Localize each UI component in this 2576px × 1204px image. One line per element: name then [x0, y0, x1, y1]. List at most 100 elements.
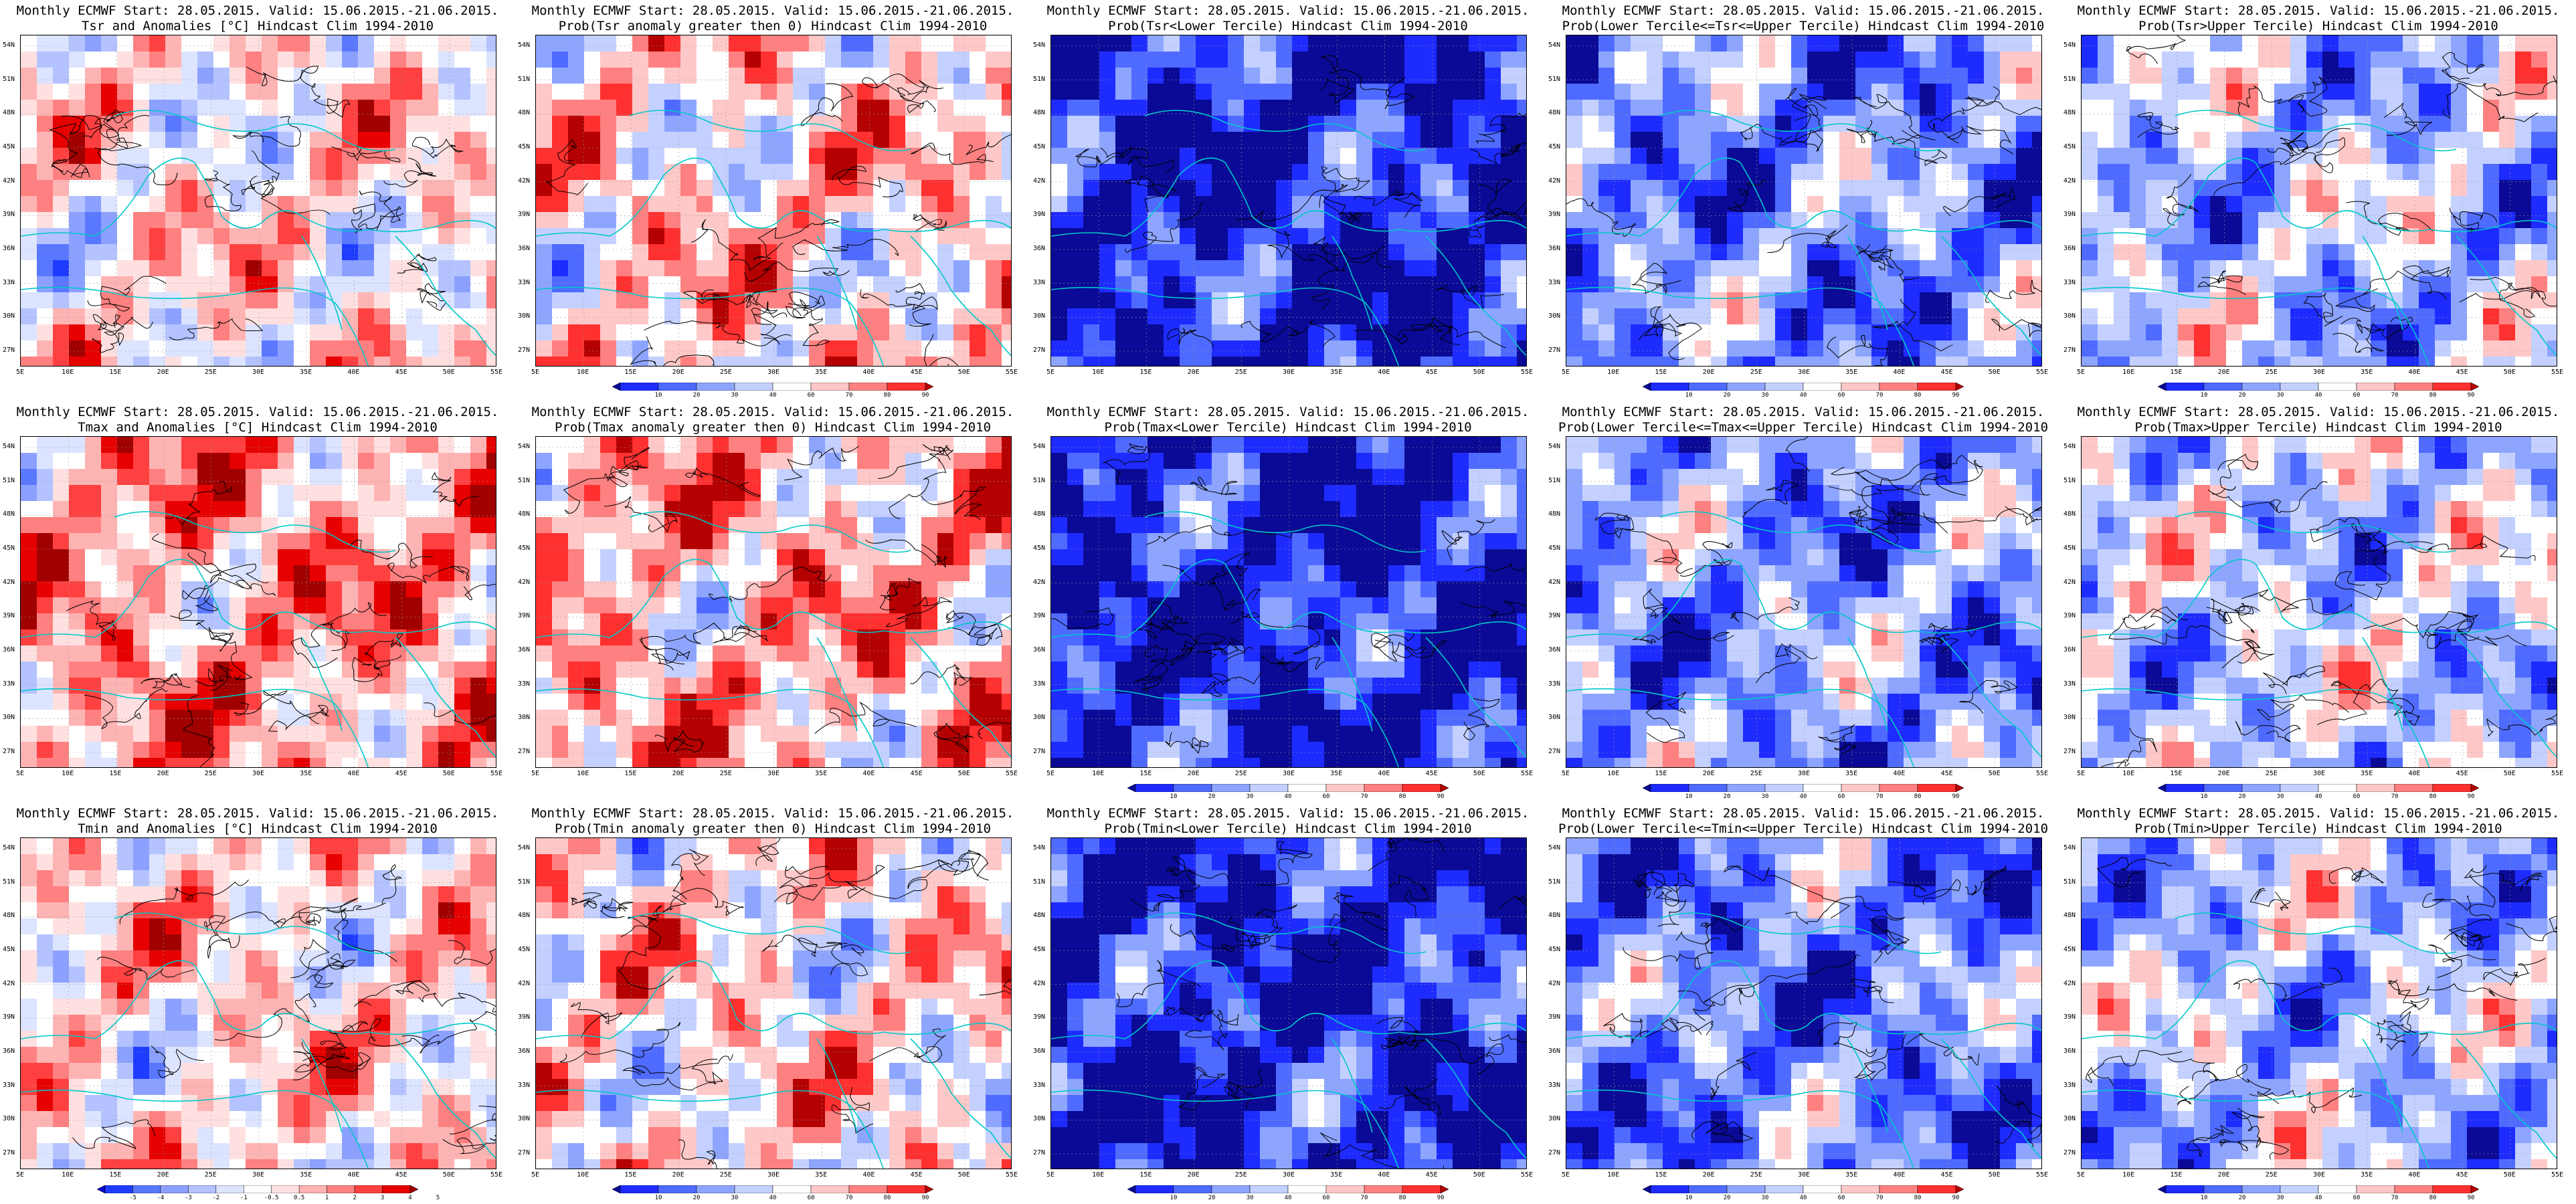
heatmap-cell	[2515, 308, 2532, 325]
heatmap-cell	[1775, 52, 1792, 68]
heatmap-cell	[1711, 164, 1728, 181]
heatmap-cell	[536, 437, 553, 454]
heatmap-cell	[1453, 228, 1469, 245]
heatmap-cell	[1115, 196, 1132, 213]
heatmap-cell	[1196, 164, 1212, 181]
heatmap-cell	[1711, 84, 1728, 100]
heatmap-cell	[2082, 116, 2098, 132]
heatmap-cell	[2016, 196, 2033, 213]
heatmap-cell	[262, 549, 278, 566]
heatmap-cell	[1968, 228, 1985, 245]
heatmap-cell	[53, 469, 70, 486]
heatmap-cell	[1324, 292, 1341, 309]
heatmap-cell	[2322, 68, 2339, 84]
heatmap-cell	[438, 164, 455, 181]
lat-tick-label: 48N	[1548, 109, 1561, 117]
heatmap-cell	[229, 597, 246, 614]
heatmap-cell	[1051, 324, 1068, 341]
heatmap-cell	[568, 196, 585, 213]
heatmap-cell	[1244, 180, 1261, 197]
heatmap-cell	[486, 581, 496, 598]
heatmap-cell	[2451, 132, 2468, 148]
heatmap-cell	[85, 758, 102, 767]
heatmap-cell	[1164, 164, 1180, 181]
heatmap-cell	[2114, 340, 2130, 357]
heatmap-cell	[616, 726, 633, 742]
heatmap-cell	[713, 694, 729, 710]
heatmap-cell	[358, 597, 375, 614]
heatmap-cell	[85, 148, 102, 165]
heatmap-cell	[2547, 100, 2557, 116]
heatmap-cell	[616, 340, 633, 357]
lat-tick-label: 39N	[3, 211, 15, 219]
heatmap-cell	[632, 244, 649, 261]
heatmap-cell	[1420, 357, 1437, 366]
lon-tick-label: 40E	[347, 369, 360, 376]
heatmap-cell	[1871, 196, 1888, 213]
heatmap-cell	[1002, 581, 1011, 598]
heatmap-cell	[294, 501, 310, 518]
heatmap-cell	[1679, 260, 1695, 277]
heatmap-cell	[921, 549, 938, 566]
heatmap-svg	[21, 437, 496, 767]
temperature-contour	[1477, 179, 1523, 221]
heatmap-cell	[358, 244, 375, 261]
heatmap-cell	[937, 180, 954, 197]
heatmap-cell	[1791, 148, 1808, 165]
heatmap-cell	[1759, 180, 1776, 197]
heatmap-cell	[680, 35, 697, 52]
heatmap-cell	[2130, 164, 2146, 181]
heatmap-cell	[53, 565, 70, 582]
heatmap-cell	[278, 276, 294, 293]
heatmap-cell	[1663, 244, 1679, 261]
heatmap-cell	[2000, 340, 2017, 357]
map-panel: Monthly ECMWF Start: 28.05.2015. Valid: …	[515, 0, 1030, 401]
heatmap-cell	[101, 694, 118, 710]
heatmap-cell	[486, 662, 496, 678]
heatmap-cell	[326, 581, 343, 598]
heatmap-cell	[246, 292, 262, 309]
heatmap-cell	[390, 678, 407, 694]
heatmap-cell	[2387, 244, 2403, 261]
lon-tick-label: 15E	[109, 770, 122, 777]
heatmap-cell	[1260, 35, 1277, 52]
heatmap-cell	[1679, 148, 1695, 165]
heatmap-cell	[745, 437, 761, 454]
heatmap-cell	[953, 340, 970, 357]
heatmap-cell	[921, 581, 938, 598]
heatmap-cell	[2306, 244, 2323, 261]
heatmap-cell	[1598, 116, 1615, 132]
heatmap-cell	[2419, 308, 2435, 325]
heatmap-cell	[600, 533, 617, 550]
heatmap-cell	[438, 35, 455, 52]
heatmap-cell	[1517, 100, 1526, 116]
heatmap-cell	[1260, 180, 1277, 197]
heatmap-cell	[1260, 132, 1277, 148]
heatmap-cell	[1469, 340, 1485, 357]
heatmap-cell	[213, 52, 230, 68]
heatmap-cell	[2098, 324, 2114, 341]
heatmap-cell	[729, 180, 745, 197]
heatmap-cell	[2242, 357, 2259, 366]
heatmap-cell	[584, 629, 601, 646]
heatmap-cell	[1839, 196, 1856, 213]
heatmap-cell	[536, 196, 553, 213]
lat-tick-label: 51N	[1548, 75, 1561, 83]
heatmap-cell	[1952, 276, 1968, 293]
heatmap-cell	[1115, 308, 1132, 325]
heatmap-cell	[1002, 469, 1011, 486]
heatmap-cell	[165, 357, 182, 366]
heatmap-cell	[1839, 212, 1856, 229]
heatmap-cell	[2290, 68, 2307, 84]
heatmap-cell	[1404, 357, 1421, 366]
heatmap-cell	[486, 565, 496, 582]
map-plot-area	[1050, 436, 1527, 768]
heatmap-cell	[1775, 276, 1792, 293]
heatmap-cell	[470, 629, 487, 646]
heatmap-cell	[374, 212, 391, 229]
heatmap-cell	[1067, 35, 1084, 52]
heatmap-cell	[37, 180, 54, 197]
temperature-contour	[2213, 128, 2351, 196]
heatmap-cell	[1115, 116, 1132, 132]
heatmap-cell	[2178, 228, 2195, 245]
